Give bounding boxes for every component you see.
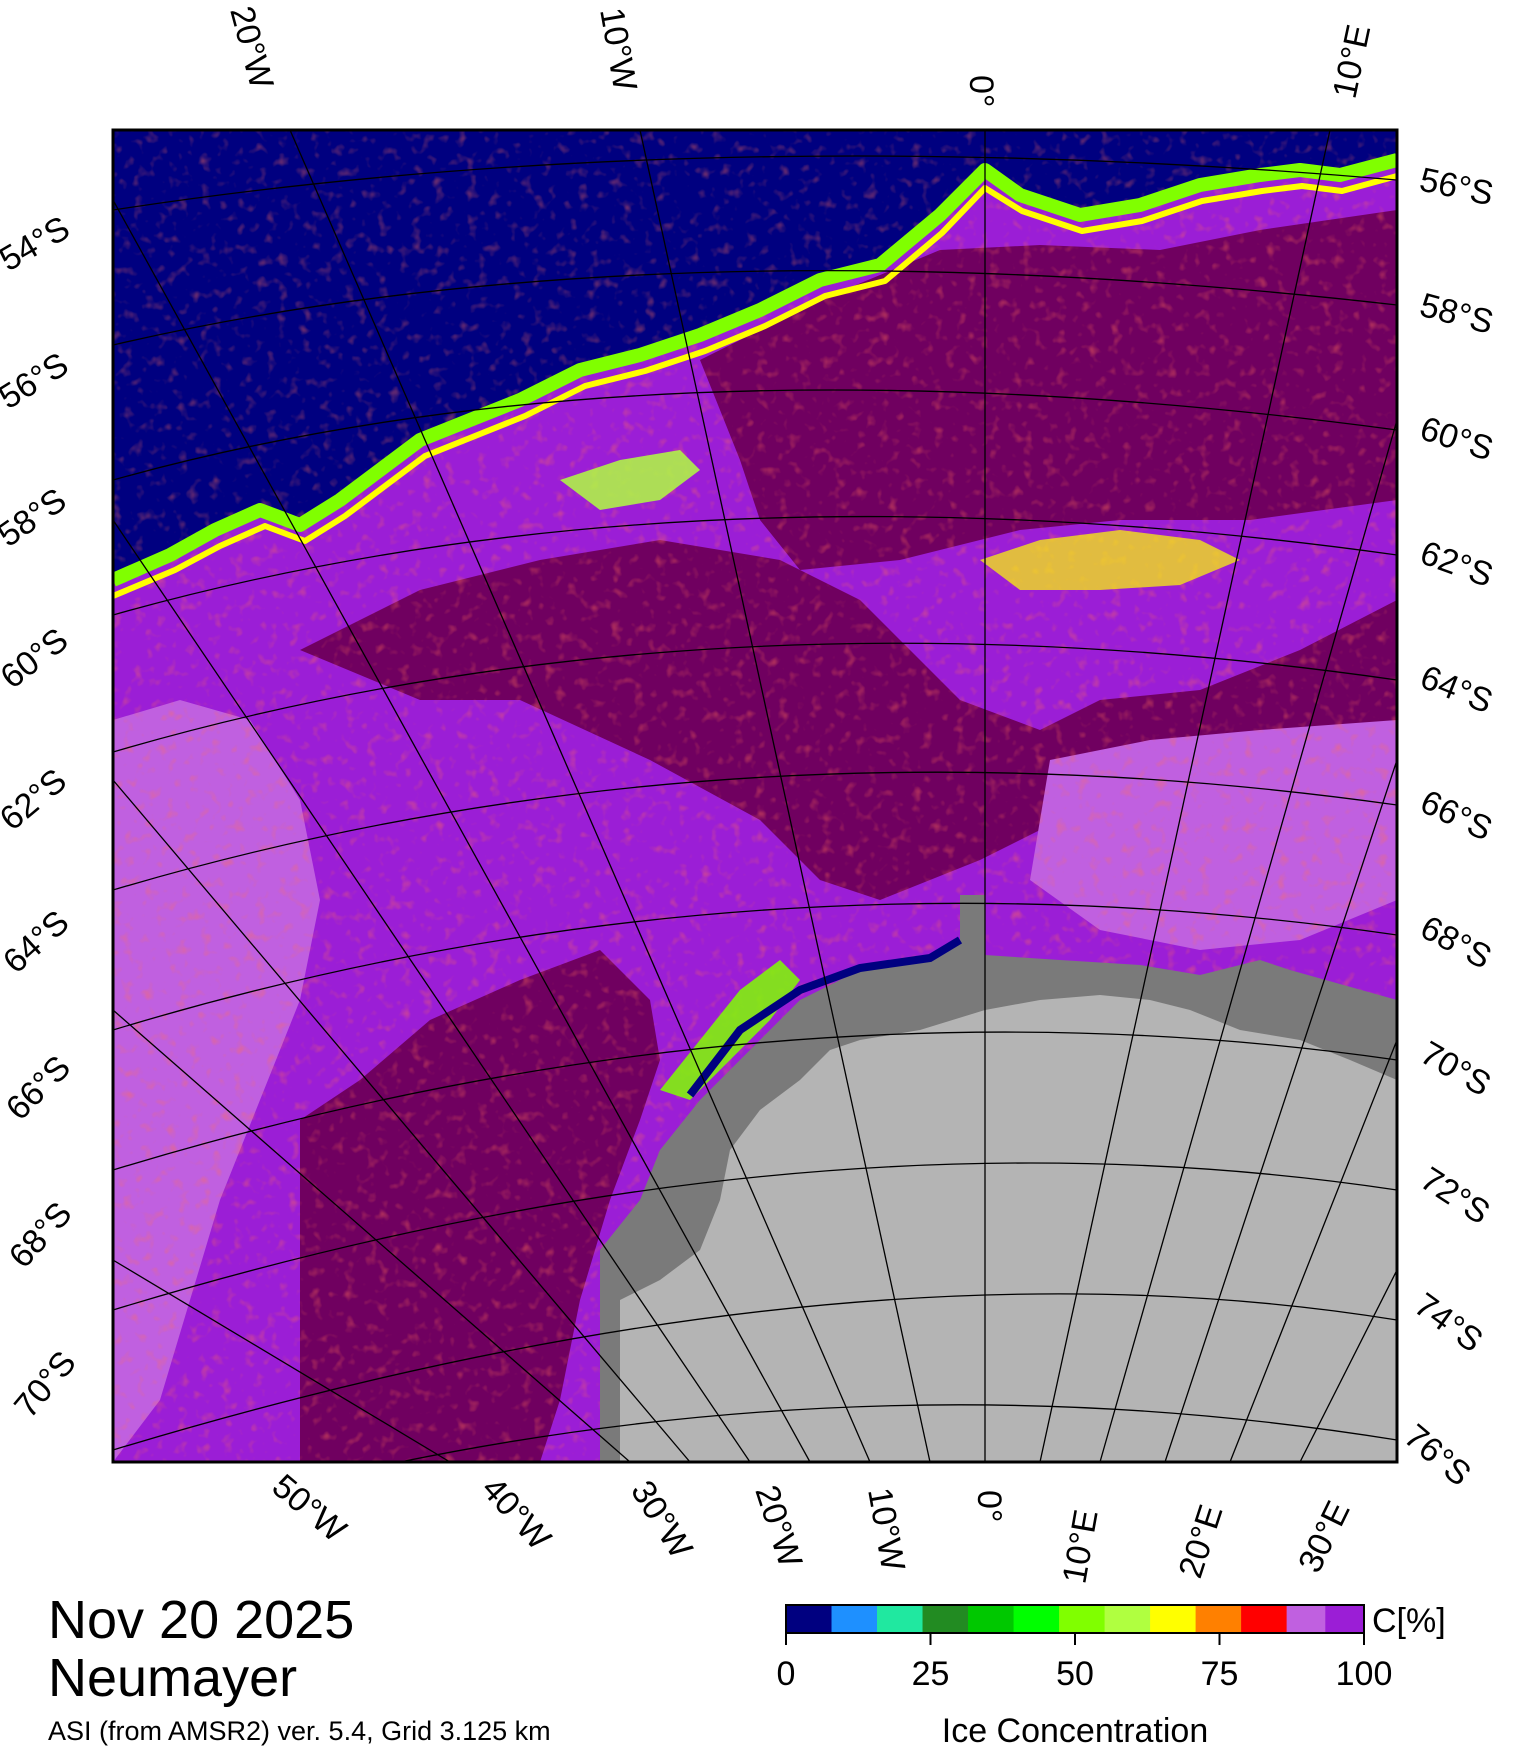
colorbar-segment	[1059, 1605, 1106, 1633]
meridian-line	[639, 130, 931, 1462]
bottom-lon-label: 10°E	[1055, 1507, 1105, 1587]
left-lat-label: 66°S	[0, 1048, 78, 1127]
parallel-line	[399, 1404, 1397, 1462]
top-longitude-labels: 20°W 10°W 0° 10°E	[222, 2, 1378, 107]
meridian-line	[1164, 759, 1397, 1462]
bottom-lon-label: 30°W	[623, 1474, 699, 1565]
left-lat-label: 64°S	[0, 903, 76, 981]
parallel-line	[113, 771, 1397, 891]
colorbar-tick-label: 0	[777, 1655, 796, 1693]
top-lon-label: 10°E	[1326, 21, 1379, 101]
colorbar-segment	[1104, 1605, 1151, 1633]
colorbar-segment	[968, 1605, 1015, 1633]
right-lat-label: 68°S	[1414, 909, 1497, 977]
colorbar-segment	[831, 1605, 878, 1633]
right-lat-label: 74°S	[1407, 1286, 1489, 1360]
bottom-lon-label: 20°E	[1171, 1500, 1230, 1582]
meridian-line	[1229, 1039, 1397, 1462]
left-lat-label: 68°S	[2, 1195, 80, 1275]
colorbar-title: Ice Concentration	[942, 1712, 1209, 1750]
coastal-polynya	[686, 936, 963, 1098]
parallel-line	[113, 1162, 1397, 1311]
colorbar-ticks: 0 25 50 75 100	[777, 1633, 1393, 1693]
ice-patch-east	[980, 530, 1240, 590]
meridian-line	[113, 779, 691, 1462]
parallel-line	[113, 155, 1397, 211]
map-area	[113, 130, 1397, 1462]
meridian-line	[113, 199, 811, 1462]
bottom-lon-label: 30°E	[1291, 1495, 1358, 1578]
left-lat-label: 60°S	[0, 621, 75, 697]
parallel-line	[113, 1031, 1397, 1171]
colorbar-segments	[786, 1605, 1365, 1633]
colorbar-segment	[1150, 1605, 1197, 1633]
meridian-line	[1099, 419, 1397, 1462]
right-lat-label: 66°S	[1415, 783, 1498, 849]
map-frame	[111, 128, 1399, 1464]
colorbar-segment	[1241, 1605, 1288, 1633]
meridian-line	[113, 1259, 451, 1462]
bottom-lon-label: 0°	[970, 1490, 1008, 1523]
colorbar-tick-label: 50	[1056, 1655, 1094, 1693]
station-name: Neumayer	[48, 1648, 298, 1708]
right-lat-label: 72°S	[1414, 1160, 1497, 1232]
marginal-ice-zone-inner	[113, 173, 1397, 599]
colorbar-tick-label: 75	[1201, 1655, 1239, 1693]
antarctic-land	[620, 995, 1397, 1462]
colorbar-segment	[1195, 1605, 1242, 1633]
bottom-lon-label: 10°W	[860, 1485, 912, 1574]
marginal-ice-zone-edge	[113, 153, 1397, 587]
bottom-longitude-labels: 50°W 40°W 30°W 20°W 10°W 0° 10°E 20°E 30…	[265, 1467, 1358, 1586]
colorbar-unit: C[%]	[1372, 1602, 1446, 1640]
top-lon-label: 20°W	[222, 2, 280, 93]
colorbar-segment	[1286, 1605, 1326, 1633]
parallel-line	[113, 642, 1397, 753]
product-info: ASI (from AMSR2) ver. 5.4, Grid 3.125 km	[48, 1716, 551, 1746]
colorbar: C[%] 0 25 50 75 100 Ice Concentration	[777, 1602, 1446, 1750]
ice-patch-coastal	[660, 960, 800, 1100]
meridian-line	[1039, 130, 1331, 1462]
meridian-line	[1299, 1269, 1397, 1462]
bottom-lon-label: 50°W	[265, 1467, 353, 1550]
right-lat-label: 64°S	[1415, 658, 1498, 721]
meridian-line	[113, 1009, 631, 1462]
right-lat-label: 76°S	[1397, 1417, 1478, 1494]
left-lat-label: 58°S	[0, 481, 73, 555]
left-lat-label: 54°S	[0, 209, 76, 279]
parallel-line	[113, 902, 1397, 1031]
top-lon-label: 10°W	[592, 5, 644, 94]
colorbar-segment	[786, 1605, 833, 1633]
map-date: Nov 20 2025	[48, 1590, 355, 1650]
bottom-lon-label: 40°W	[474, 1470, 558, 1557]
parallel-line	[113, 515, 1397, 616]
right-lat-label: 58°S	[1416, 286, 1497, 342]
colorbar-segment	[877, 1605, 924, 1633]
colorbar-segment	[922, 1605, 969, 1633]
parallel-line	[113, 389, 1397, 481]
right-lat-label: 62°S	[1415, 534, 1498, 595]
right-lat-label: 60°S	[1416, 409, 1498, 468]
right-lat-label: 56°S	[1416, 161, 1496, 214]
colorbar-tick-label: 25	[912, 1655, 950, 1693]
left-lat-label: 70°S	[7, 1344, 84, 1425]
colorbar-segment	[1013, 1605, 1060, 1633]
left-lat-label: 56°S	[0, 345, 75, 416]
meridian-line	[289, 130, 871, 1462]
left-lat-label: 62°S	[0, 761, 74, 838]
left-latitude-labels: 54°S 56°S 58°S 60°S 62°S 64°S 66°S 68°S …	[0, 209, 84, 1425]
right-latitude-labels: 56°S 58°S 60°S 62°S 64°S 66°S 68°S 70°S …	[1397, 161, 1498, 1494]
bottom-lon-label: 20°W	[747, 1481, 809, 1572]
right-lat-label: 70°S	[1414, 1034, 1497, 1104]
meridian-line	[113, 519, 751, 1462]
colorbar-segment	[1325, 1605, 1365, 1633]
colorbar-tick-label: 100	[1336, 1655, 1393, 1693]
parallel-line	[113, 269, 1397, 346]
ice-patch-north	[560, 450, 700, 510]
graticule	[113, 130, 1397, 1462]
parallel-line	[113, 1293, 1397, 1451]
top-lon-label: 0°	[962, 75, 1000, 108]
